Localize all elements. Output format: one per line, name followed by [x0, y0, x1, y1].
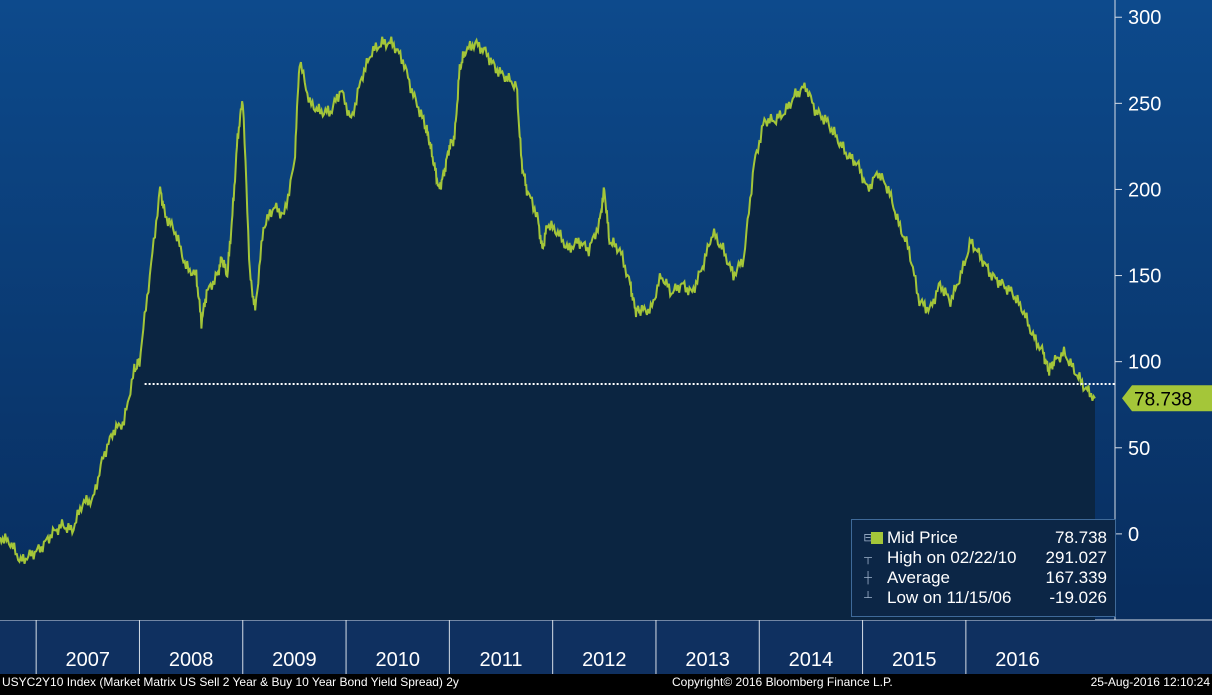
last-value-label: 78.738 — [1134, 389, 1192, 410]
average-marker-icon: ┼ — [864, 572, 872, 584]
area-layer — [0, 36, 1095, 620]
x-tick-label: 2013 — [685, 649, 730, 671]
x-axis-band — [0, 620, 1212, 674]
legend-item-mid-price: ⊟ Mid Price 78.738 — [852, 528, 1115, 548]
legend-box: ⊟ Mid Price 78.738 ┬ High on 02/22/10 29… — [851, 519, 1116, 617]
x-tick-label: 2007 — [66, 649, 111, 671]
legend-value: -19.026 — [1049, 588, 1107, 607]
legend-label: Mid Price — [887, 528, 958, 547]
x-tick-label: 2014 — [789, 649, 834, 671]
y-tick-label: 300 — [1128, 7, 1161, 29]
x-tick-label: 2010 — [375, 649, 420, 671]
y-tick-label: 150 — [1128, 266, 1161, 288]
mid-price-swatch-icon — [871, 532, 883, 544]
legend-label: Low on 11/15/06 — [887, 588, 1012, 607]
line-layer — [0, 36, 1096, 564]
low-marker-icon: ┴ — [864, 592, 872, 604]
legend-item-low: ┴ Low on 11/15/06 -19.026 — [852, 588, 1115, 608]
legend-value: 167.339 — [1045, 568, 1107, 587]
x-tick-label: 2012 — [582, 649, 627, 671]
collapse-icon[interactable]: ⊟ — [863, 532, 873, 544]
x-tick-label: 2011 — [480, 649, 523, 671]
legend-label: Average — [887, 568, 951, 587]
last-value-tag — [1122, 385, 1212, 412]
last-value-layer: 78.738 — [1122, 385, 1212, 412]
series-area-mid-price — [0, 36, 1095, 620]
legend-item-high: ┬ High on 02/22/10 291.027 — [852, 548, 1115, 568]
ticker-caption: USYC2Y10 Index (Market Matrix US Sell 2 … — [2, 675, 459, 689]
high-marker-icon: ┬ — [864, 552, 872, 564]
copyright-text: Copyright© 2016 Bloomberg Finance L.P. — [672, 675, 893, 689]
y-tick-label: 250 — [1128, 93, 1161, 115]
series-line-mid-price — [0, 36, 1096, 564]
x-tick-label: 2015 — [892, 649, 937, 671]
x-tick-label: 2008 — [169, 649, 214, 671]
legend-value: 78.738 — [1055, 528, 1107, 547]
y-tick-label: 100 — [1128, 352, 1161, 374]
y-tick-layer: 300 250 200 150 100 50 0 — [1115, 7, 1161, 546]
y-tick-label: 200 — [1128, 179, 1161, 201]
legend-item-average: ┼ Average 167.339 — [852, 568, 1115, 588]
x-tick-label: 2016 — [995, 649, 1040, 671]
x-tick-label: 2009 — [272, 649, 317, 671]
footer-bar: USYC2Y10 Index (Market Matrix US Sell 2 … — [0, 674, 1212, 690]
legend-label: High on 02/22/10 — [887, 548, 1017, 567]
timestamp-text: 25-Aug-2016 12:10:24 — [1090, 675, 1210, 689]
legend-value: 291.027 — [1045, 548, 1107, 567]
x-tick-layer: 2007 2008 2009 2010 2011 2012 2013 2014 2015 2016 — [35, 620, 1040, 674]
y-tick-label: 50 — [1128, 438, 1150, 460]
y-tick-label: 0 — [1128, 524, 1139, 546]
